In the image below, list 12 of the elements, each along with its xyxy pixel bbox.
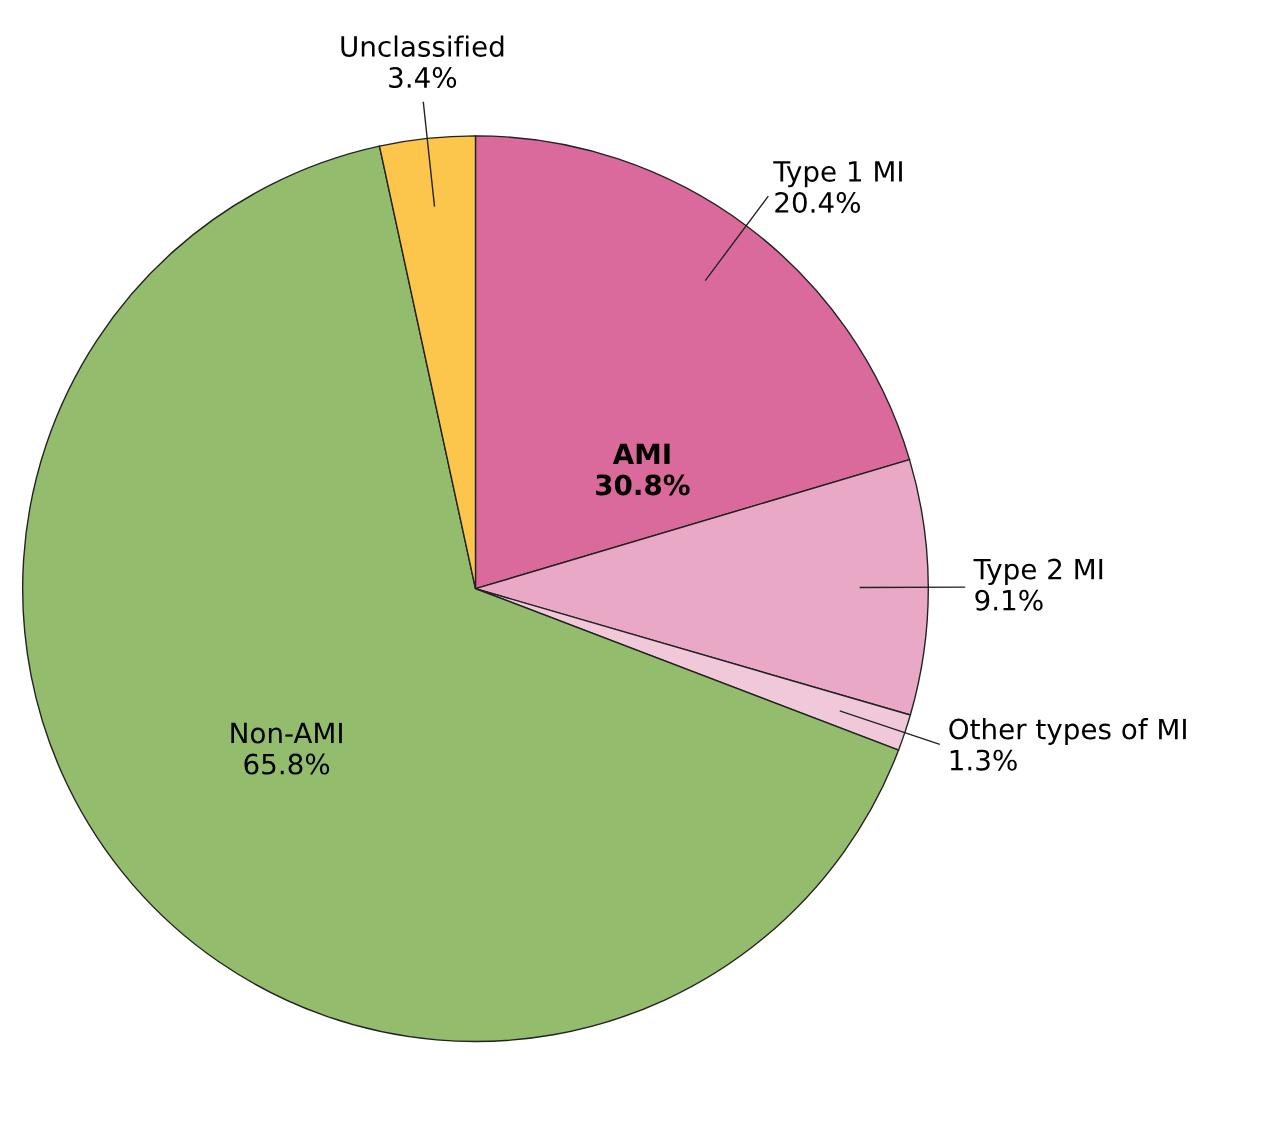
slice-label: Other types of MI [949, 718, 1186, 745]
text: AMI [612, 443, 670, 464]
slice-label: Type 1 MI [773, 161, 902, 188]
data-label: 9.1% [975, 589, 1043, 611]
data-label: 1.3% [950, 749, 1017, 771]
slice-label: Non-AMI [231, 722, 342, 744]
data-label: 20.4% [775, 192, 861, 214]
data-label: 65.8% [244, 753, 330, 775]
data-label: 3.4% [389, 67, 457, 89]
text: 30.8% [596, 474, 690, 496]
slice-label: Type 2 MI [973, 558, 1103, 585]
slice-label: Unclassified [341, 35, 504, 57]
